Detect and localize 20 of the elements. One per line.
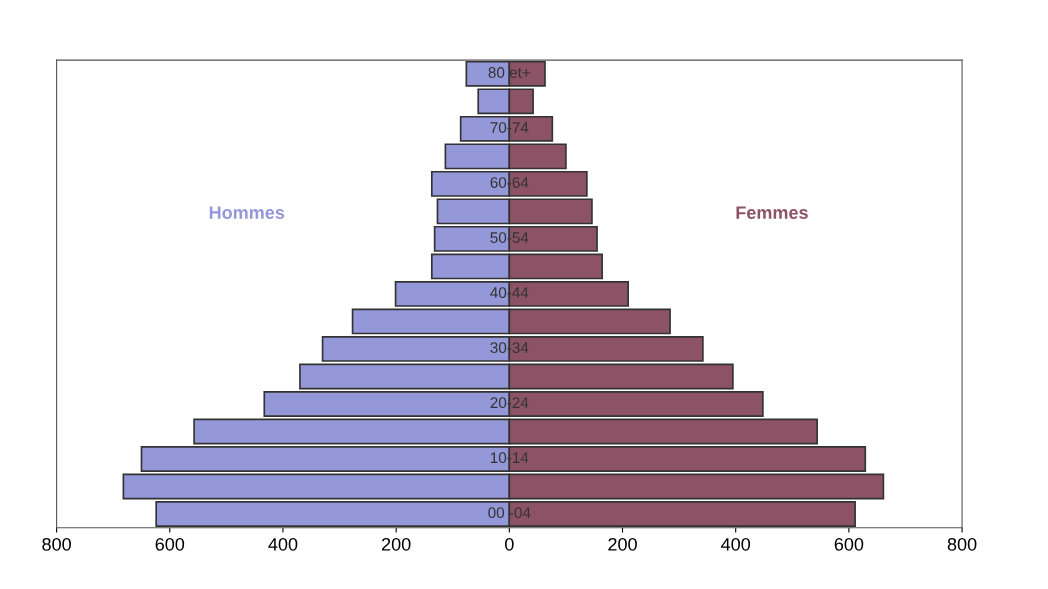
x-tick-label: 200 [608, 537, 637, 551]
y-tick-label: 60-64 [490, 177, 529, 188]
x-tick-label: 600 [155, 537, 185, 551]
x-tick-label: 800 [947, 537, 977, 551]
y-tick-label: 10-14 [490, 452, 529, 464]
y-tick-label: 00 -04 [488, 507, 531, 519]
x-tick-label: 600 [834, 537, 864, 551]
y-tick-label: 30-34 [490, 342, 529, 354]
y-tick-label: 40-44 [490, 287, 529, 299]
y-tick-label: 20-24 [490, 397, 529, 409]
text: Femmes [736, 206, 808, 219]
x-tick-label: 800 [42, 537, 71, 551]
text: Hommes [209, 206, 285, 219]
x-tick-label: 0 [505, 537, 514, 551]
y-tick-label: 50-54 [490, 232, 529, 243]
y-tick-label: 80 et+ [488, 67, 531, 78]
x-tick-label: 400 [721, 537, 751, 551]
x-tick-label: 200 [381, 537, 411, 551]
y-tick-label: 70-74 [490, 122, 529, 133]
x-tick-label: 400 [268, 537, 298, 551]
